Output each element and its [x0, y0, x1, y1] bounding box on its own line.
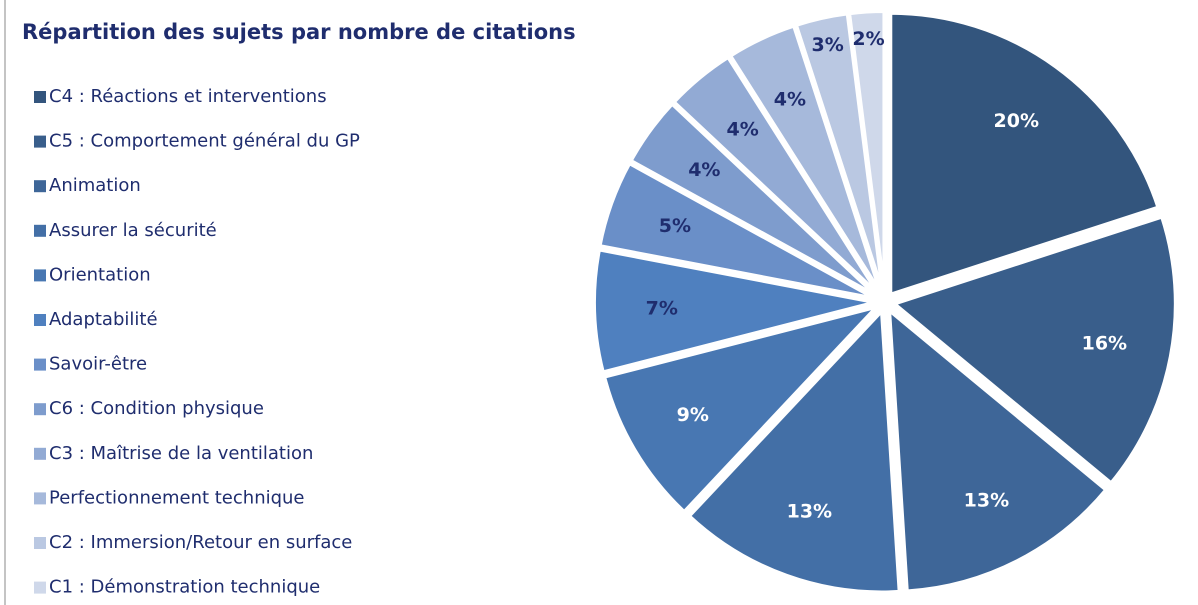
- pie-slice: [592, 247, 877, 375]
- legend-label: C4 : Réactions et interventions: [49, 86, 327, 107]
- legend-label: C1 : Démonstration technique: [49, 577, 320, 598]
- legend-label: Assurer la sécurité: [49, 220, 217, 241]
- value-label: 9%: [677, 404, 709, 426]
- pie-slice: [670, 54, 881, 297]
- chart-frame: [4, 0, 6, 605]
- legend-swatch: [34, 358, 46, 371]
- value-label: 5%: [659, 215, 691, 237]
- legend-swatch: [34, 135, 46, 148]
- pie-slice: [601, 302, 884, 515]
- legend-swatch: [34, 269, 46, 282]
- value-label: 13%: [964, 489, 1009, 511]
- legend-label: C3 : Maîtrise de la ventilation: [49, 443, 313, 464]
- pie-slice: [597, 160, 878, 301]
- legend-label: Perfectionnement technique: [49, 487, 305, 508]
- value-label: 20%: [994, 110, 1039, 132]
- legend-swatch: [34, 91, 46, 103]
- pie-slice: [727, 23, 884, 295]
- legend-swatch: [34, 537, 46, 549]
- value-label: 4%: [688, 159, 720, 181]
- pie-slice: [846, 9, 887, 294]
- legend-swatch: [34, 403, 46, 416]
- value-label: 3%: [812, 34, 844, 56]
- legend-label: C5 : Comportement général du GP: [49, 131, 360, 152]
- legend-label: Animation: [49, 175, 141, 196]
- value-label: 2%: [852, 28, 884, 50]
- legend-swatch: [34, 581, 46, 594]
- legend-swatch: [34, 447, 46, 460]
- legend-swatch: [34, 180, 46, 193]
- legend-label: Orientation: [49, 264, 151, 285]
- legend-swatch: [34, 314, 46, 326]
- pie-slice: [886, 305, 1110, 594]
- value-label: 4%: [727, 118, 759, 140]
- legend-swatch: [34, 224, 46, 237]
- pie-slice: [888, 10, 1162, 298]
- legend-swatch: [34, 492, 46, 505]
- pie-slice: [627, 100, 880, 299]
- chart-title: Répartition des sujets par nombre de cit…: [22, 20, 576, 44]
- legend-label: C6 : Condition physique: [49, 398, 264, 419]
- value-label: 7%: [646, 298, 678, 320]
- legend-label: C2 : Immersion/Retour en surface: [49, 532, 352, 553]
- value-label: 4%: [774, 88, 806, 110]
- value-label: 13%: [787, 501, 832, 523]
- pie-slice: [889, 214, 1178, 487]
- value-label: 16%: [1082, 332, 1127, 354]
- legend-label: Savoir-être: [49, 354, 147, 375]
- pie-slice: [686, 305, 902, 595]
- legend-label: Adaptabilité: [49, 309, 158, 330]
